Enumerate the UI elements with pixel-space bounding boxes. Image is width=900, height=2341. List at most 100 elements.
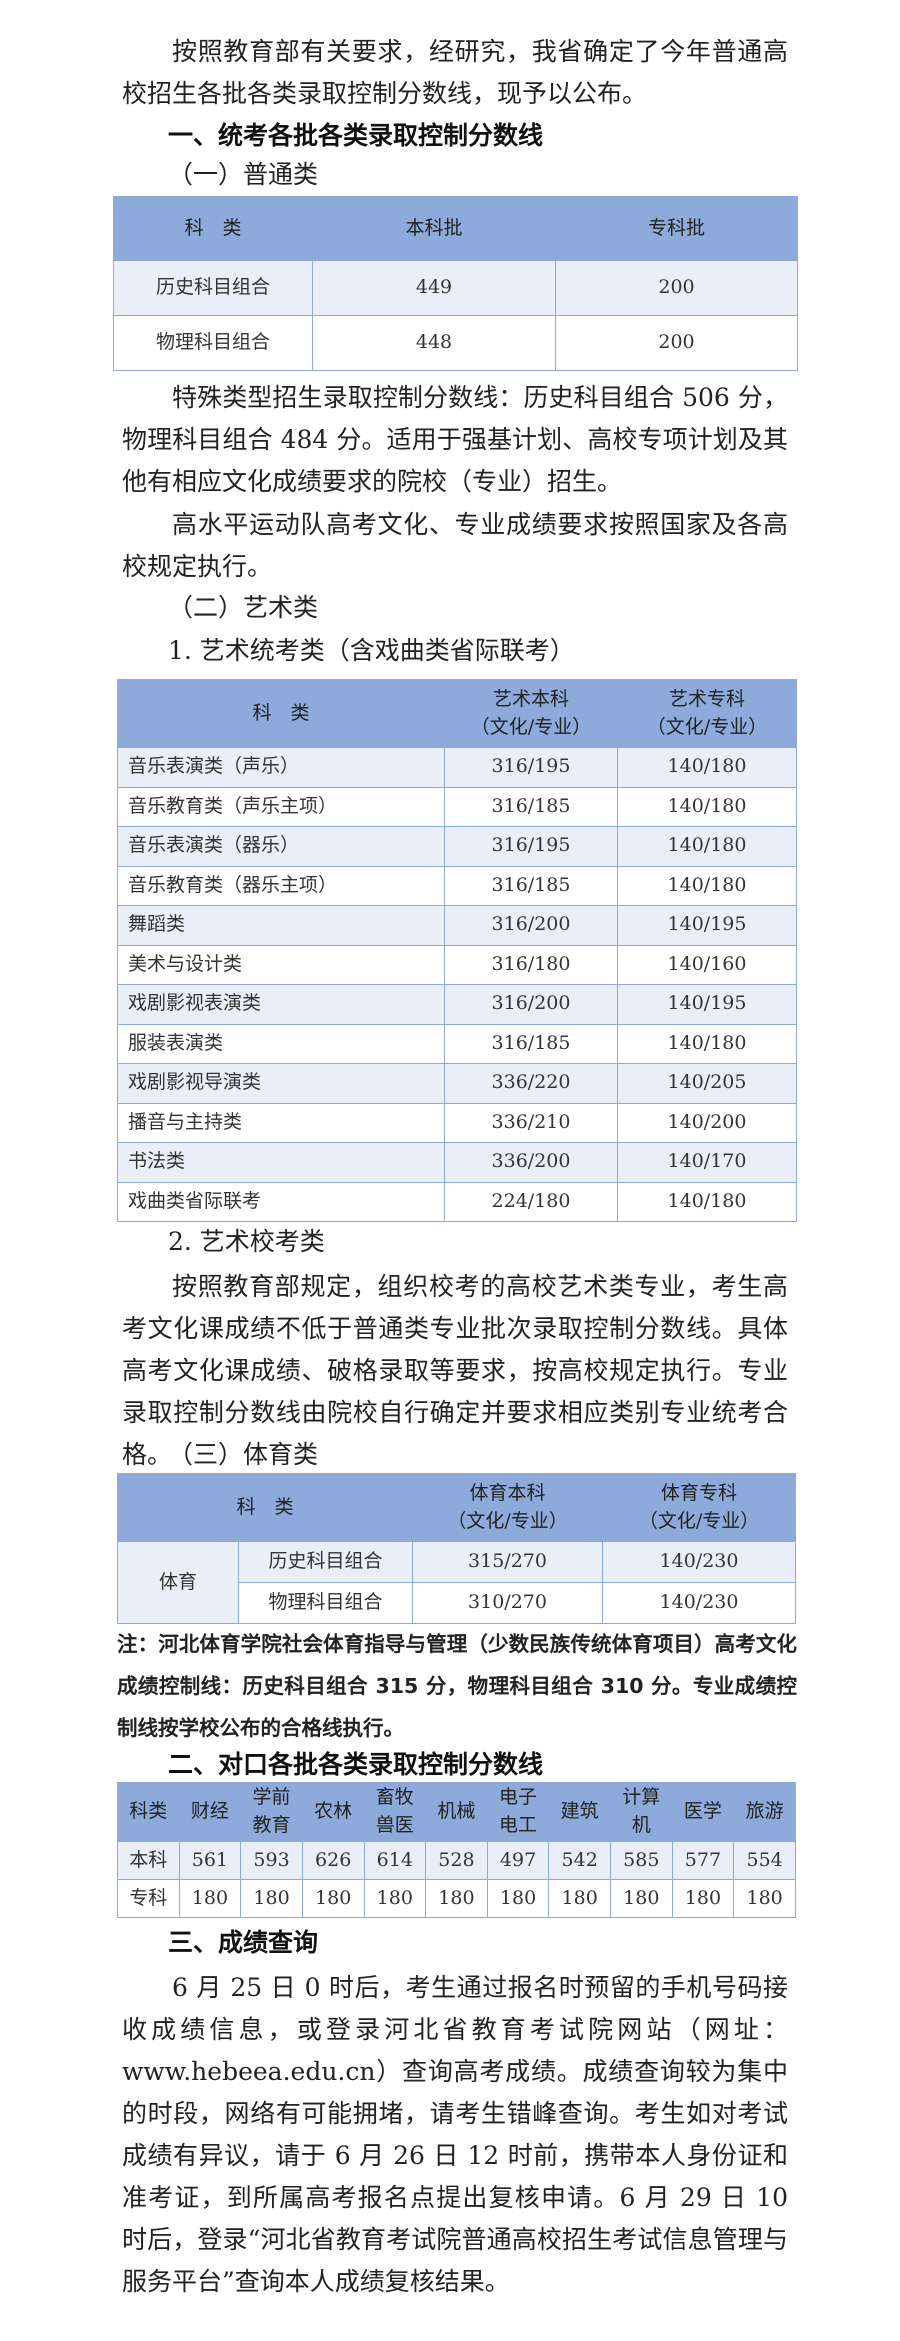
score-cell: 561 xyxy=(178,1841,242,1880)
score-cell: 140/180 xyxy=(617,826,797,867)
score-cell: 140/170 xyxy=(617,1142,797,1183)
category-cell: 播音与主持类 xyxy=(117,1102,445,1143)
header-row: 科类 财经 学前 教育 农林 畜牧 兽医 机械 电子 电工 建筑 计算机医学 旅游 xyxy=(117,1782,796,1842)
sub1-heading: （一）普通类 xyxy=(168,160,319,189)
column-header-line: 艺术本科 xyxy=(492,687,569,710)
column-header-line: 医学 xyxy=(683,1800,722,1823)
score-cell: 180 xyxy=(610,1879,673,1918)
category-cell: 历史科目组合 xyxy=(237,1541,414,1583)
intro-paragraph: 按照教育部有关要求，经研究，我省确定了今年普通高校招生各批各类录取控制分数线，现… xyxy=(122,37,788,108)
column-header-line: 艺术专科 xyxy=(668,687,745,710)
art2-paragraph: 按照教育部规定，组织校考的高校艺术类专业，考生高考文化课成绩不低于普通类专业批次… xyxy=(122,1272,788,1469)
score-cell: 577 xyxy=(671,1841,735,1880)
score-cell: 180 xyxy=(733,1879,796,1918)
score-cell: 140/230 xyxy=(602,1582,797,1624)
column-header-line: 电子 xyxy=(499,1786,538,1809)
sub3-heading: （三）体育类 xyxy=(168,1440,319,1469)
section1-heading: 一、统考各批各类录取控制分数线 xyxy=(168,121,544,150)
category-cell: 本科 xyxy=(117,1841,180,1880)
score-cell: 316/195 xyxy=(444,826,618,867)
table-row: 体育 历史科目组合 315/270 140/230 xyxy=(117,1541,797,1624)
column-header: 旅游 xyxy=(733,1782,796,1842)
column-header: 科 类 xyxy=(113,196,313,261)
category-cell: 音乐表演类（声乐） xyxy=(117,747,445,788)
score-cell: 497 xyxy=(486,1841,550,1880)
group-cell: 体育 xyxy=(117,1541,239,1624)
column-header: 本科批 xyxy=(312,196,556,261)
column-header: 农林 xyxy=(301,1782,365,1842)
table-row: 音乐表演类（声乐） 316/195 140/180 xyxy=(117,747,797,788)
column-header: 财经 xyxy=(178,1782,242,1842)
score-cell: 316/180 xyxy=(444,944,618,985)
table-row: 舞蹈类 316/200 140/195 xyxy=(117,905,797,946)
column-header: 艺术本科 （文化/专业） xyxy=(444,679,618,748)
score-cell: 316/185 xyxy=(444,786,618,827)
score-cell: 336/220 xyxy=(444,1063,618,1104)
column-header: 科 类 xyxy=(116,1473,414,1542)
art1-heading: 1. 艺术统考类（含戏曲类省际联考） xyxy=(168,636,575,665)
header-row: 科 类 体育本科 （文化/专业） 体育专科 （文化/专业） xyxy=(116,1473,797,1542)
score-cell: 140/180 xyxy=(617,1023,797,1064)
pe-score-table: 科 类 体育本科 （文化/专业） 体育专科 （文化/专业） 体育 历史科目组合 315/270… xyxy=(116,1473,797,1624)
category-cell: 历史科目组合 xyxy=(113,260,313,316)
table-row: 戏剧影视表演类 316/200 140/195 xyxy=(117,984,797,1025)
table-row: 美术与设计类 316/180 140/160 xyxy=(117,944,797,985)
category-cell: 物理科目组合 xyxy=(237,1582,414,1624)
column-header-line: （文化/专业） xyxy=(447,1509,568,1532)
score-cell: 140/180 xyxy=(617,786,797,827)
score-cell: 316/185 xyxy=(444,865,618,906)
score-query-paragraph: 6 月 25 日 0 时后，考生通过报名时预留的手机号码接收成绩信息，或登录河北… xyxy=(122,1973,788,2296)
category-cell: 戏曲类省际联考 xyxy=(117,1181,445,1222)
score-cell: 140/160 xyxy=(617,944,797,985)
score-cell: 310/270 xyxy=(412,1582,604,1624)
column-header-line: 科 类 xyxy=(236,1495,294,1518)
score-cell: 626 xyxy=(301,1841,365,1880)
table-row: 服装表演类 316/185 140/180 xyxy=(117,1023,797,1064)
column-header-line: 旅游 xyxy=(745,1800,784,1823)
category-cell: 音乐教育类（器乐主项） xyxy=(117,865,445,906)
score-cell: 140/195 xyxy=(617,905,797,946)
score-cell: 316/200 xyxy=(444,984,618,1025)
score-cell: 140/180 xyxy=(617,1181,797,1222)
score-cell: 448 xyxy=(312,315,556,371)
column-header-line: 机械 xyxy=(437,1800,476,1823)
table-row: 音乐教育类（声乐主项） 316/185 140/180 xyxy=(117,786,797,827)
table-row: 本科 561 593 626 614 528 497 542 585 577 554 xyxy=(117,1841,796,1880)
column-header-line: 教育 xyxy=(252,1814,291,1836)
table-row: 音乐教育类（器乐主项） 316/185 140/180 xyxy=(117,865,797,906)
column-header: 体育本科 （文化/专业） xyxy=(412,1473,604,1542)
category-cell: 服装表演类 xyxy=(117,1023,445,1064)
table-row: 戏曲类省际联考 224/180 140/180 xyxy=(117,1181,797,1222)
score-cell: 316/200 xyxy=(444,905,618,946)
table-row: 播音与主持类 336/210 140/200 xyxy=(117,1102,797,1143)
score-cell: 449 xyxy=(312,260,556,316)
special-type-paragraph: 特殊类型招生录取控制分数线：历史科目组合 506 分，物理科目组合 484 分。… xyxy=(122,383,788,496)
score-cell: 180 xyxy=(486,1879,550,1918)
score-cell: 140/200 xyxy=(617,1102,797,1143)
column-header-line: 建筑 xyxy=(560,1800,599,1823)
table-row: 物理科目组合 448 200 xyxy=(113,315,798,371)
column-header: 电子 电工 xyxy=(486,1782,550,1842)
score-cell: 140/180 xyxy=(617,865,797,906)
score-cell: 140/205 xyxy=(617,1063,797,1104)
column-header: 机械 xyxy=(425,1782,488,1842)
table-row: 书法类 336/200 140/170 xyxy=(117,1142,797,1183)
category-cell: 美术与设计类 xyxy=(117,944,445,985)
column-header: 科类 xyxy=(117,1782,180,1842)
column-header-line: 科类 xyxy=(129,1800,168,1823)
column-header: 畜牧 兽医 xyxy=(363,1782,427,1842)
category-cell: 专科 xyxy=(117,1879,180,1918)
score-cell: 180 xyxy=(240,1879,303,1918)
score-cell: 554 xyxy=(733,1841,796,1880)
column-header-line: 科 类 xyxy=(252,701,310,724)
header-row: 科 类本科批 专科批 xyxy=(113,196,798,261)
column-header: 体育专科 （文化/专业） xyxy=(602,1473,797,1542)
category-cell: 音乐教育类（声乐主项） xyxy=(117,786,445,827)
vocational-score-table: 科类 财经 学前 教育 农林 畜牧 兽医 机械 电子 电工 建筑 计算机医学 旅游 本科 561 593 626… xyxy=(117,1782,796,1918)
column-header-line: 畜牧 xyxy=(375,1786,414,1809)
section2-heading: 二、对口各批各类录取控制分数线 xyxy=(168,1750,544,1779)
column-header: 艺术专科 （文化/专业） xyxy=(617,679,797,748)
score-cell: 180 xyxy=(363,1879,427,1918)
high-level-paragraph: 高水平运动队高考文化、专业成绩要求按照国家及各高校规定执行。 xyxy=(122,510,788,581)
column-header: 建筑 xyxy=(548,1782,611,1842)
